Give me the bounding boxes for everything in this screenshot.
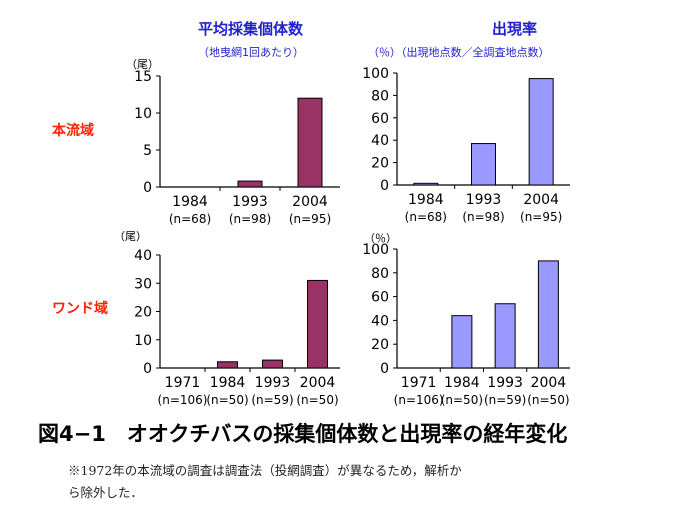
br-y-tick-label: 20 xyxy=(371,337,389,353)
unit-label-top-left: （尾） xyxy=(126,58,159,71)
figure-title: 図4−1 オオクチバスの採集個体数と出現率の経年変化 xyxy=(38,422,568,446)
bl-bar-1984 xyxy=(217,361,238,369)
tr-y-tick-label: 40 xyxy=(371,133,389,149)
br-bar-1984 xyxy=(451,315,473,369)
tr-y-tick-label: 60 xyxy=(371,111,389,127)
tr-n-label-1993: (n=98) xyxy=(462,210,504,224)
tl-n-label-1984: (n=68) xyxy=(169,212,211,226)
tl-bar-2004 xyxy=(297,97,323,188)
br-x-label-1984: 1984 xyxy=(444,375,480,391)
bl-n-label-2004: (n=50) xyxy=(296,393,338,407)
tl-n-label-1993: (n=98) xyxy=(229,212,271,226)
br-y-tick-label: 0 xyxy=(380,361,389,377)
bl-bar-2004 xyxy=(307,279,328,369)
tl-bar-1993 xyxy=(237,180,263,188)
tl-x-label-2004: 2004 xyxy=(292,194,328,210)
right-column-subtitle: （％）（出現地点数／全調査地点数） xyxy=(368,46,550,59)
bl-x-label-1984: 1984 xyxy=(210,375,246,391)
tl-y-tick-label: 0 xyxy=(143,180,152,196)
tr-x-label-1984: 1984 xyxy=(408,192,444,208)
bl-y-tick-label: 40 xyxy=(134,248,152,264)
tr-x-label-2004: 2004 xyxy=(523,192,559,208)
br-y-tick-label: 40 xyxy=(371,313,389,329)
bl-bar-1993 xyxy=(262,359,283,369)
left-column-subtitle: （地曳網1回あたり） xyxy=(198,46,304,59)
left-column-title: 平均採集個体数 xyxy=(198,20,304,38)
bl-y-tick-label: 0 xyxy=(143,361,152,377)
br-x-label-2004: 2004 xyxy=(531,375,567,391)
footnote-line-1: ※1972年の本流域の調査は調査法（投網調査）が異なるため，解析か xyxy=(68,463,462,478)
right-column-title: 出現率 xyxy=(492,20,538,38)
br-n-label-2004: (n=50) xyxy=(527,393,569,407)
footnote-line-2: ら除外した． xyxy=(68,485,144,500)
tr-bar-1993 xyxy=(471,143,496,186)
br-x-label-1993: 1993 xyxy=(487,375,523,391)
br-bar-2004 xyxy=(537,260,559,369)
tl-x-label-1984: 1984 xyxy=(172,194,208,210)
unit-label-bottom-right: （％） xyxy=(364,232,397,245)
tr-y-tick-label: 80 xyxy=(371,88,389,104)
br-bar-1993 xyxy=(494,303,516,369)
tl-y-tick-label: 10 xyxy=(134,106,152,122)
tr-n-label-1984: (n=68) xyxy=(405,210,447,224)
tl-x-label-1993: 1993 xyxy=(232,194,268,210)
br-y-tick-label: 60 xyxy=(371,290,389,306)
br-x-label-1971: 1971 xyxy=(401,375,437,391)
unit-label-bottom-left: （尾） xyxy=(114,230,147,243)
tr-y-tick-label: 0 xyxy=(380,178,389,194)
row-label-wando: ワンド域 xyxy=(52,301,108,317)
tl-n-label-2004: (n=95) xyxy=(289,212,331,226)
tr-y-tick-label: 100 xyxy=(362,66,389,82)
br-y-tick-label: 100 xyxy=(362,242,389,258)
tr-y-tick-label: 20 xyxy=(371,156,389,172)
tr-bar-2004 xyxy=(528,78,554,186)
bl-y-tick-label: 30 xyxy=(134,276,152,292)
bl-x-label-1993: 1993 xyxy=(255,375,291,391)
tr-bar-1984 xyxy=(413,182,439,186)
tl-y-tick-label: 15 xyxy=(134,69,152,85)
bl-n-label-1971: (n=106) xyxy=(158,393,208,407)
row-label-mainstream: 本流域 xyxy=(52,123,94,139)
bl-x-label-1971: 1971 xyxy=(165,375,201,391)
br-n-label-1971: (n=106) xyxy=(394,393,444,407)
bl-x-label-2004: 2004 xyxy=(300,375,336,391)
bl-n-label-1993: (n=59) xyxy=(251,393,293,407)
tl-y-tick-label: 5 xyxy=(143,143,152,159)
tr-n-label-2004: (n=95) xyxy=(520,210,562,224)
br-n-label-1993: (n=59) xyxy=(484,393,526,407)
bl-n-label-1984: (n=50) xyxy=(206,393,248,407)
tr-x-label-1993: 1993 xyxy=(466,192,502,208)
br-n-label-1984: (n=50) xyxy=(441,393,483,407)
bl-y-tick-label: 10 xyxy=(134,333,152,349)
bl-y-tick-label: 20 xyxy=(134,305,152,321)
br-y-tick-label: 80 xyxy=(371,266,389,282)
